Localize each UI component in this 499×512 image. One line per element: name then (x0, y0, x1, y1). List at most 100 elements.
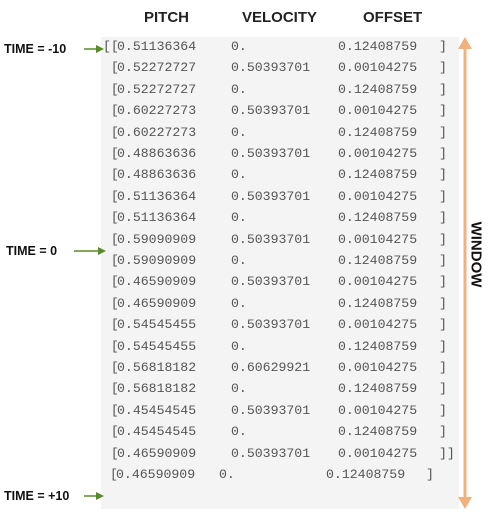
time-end-arrow (84, 492, 104, 500)
velocity-value: 0. (231, 124, 247, 140)
matrix-row: [0.59090909 0. 0.12408759] (101, 251, 459, 271)
row-bracket-close: ] (439, 317, 447, 333)
row-bracket-open: [ (103, 60, 119, 76)
velocity-value: 0. (231, 253, 247, 268)
matrix-row: [0.56818182 0.60629921 0.00104275] (101, 358, 459, 378)
matrix-row: [0.54545455 0. 0.12408759] (101, 337, 459, 357)
offset-value: 0.12408759 (338, 338, 418, 354)
matrix-row: [0.51136364 0.50393701 0.00104275] (101, 187, 459, 207)
row-bracket-close: ] (439, 210, 447, 226)
offset-value: 0.12408759 (326, 467, 406, 482)
pitch-value: 0.48863636 (117, 146, 197, 161)
offset-value: 0.12408759 (338, 167, 418, 183)
row-bracket-close: ] (439, 381, 447, 397)
pitch-value: 0.48863636 (117, 167, 197, 183)
row-bracket-open: [ (103, 445, 119, 461)
row-bracket-close: ] (439, 167, 447, 183)
time-start-arrow (84, 45, 104, 53)
time-zero-label: TIME = 0 (6, 244, 58, 258)
offset-value: 0.12408759 (338, 381, 418, 397)
velocity-value: 0.50393701 (231, 60, 311, 76)
row-bracket-open: [ (103, 338, 119, 354)
row-bracket-close: ] (439, 81, 447, 97)
row-bracket-close: ] (439, 402, 447, 418)
matrix-row: [0.51136364 0. 0.12408759] (101, 208, 459, 228)
offset-value: 0.00104275 (338, 146, 418, 161)
row-bracket-close: ]] (439, 445, 455, 461)
row-bracket-close: ] (426, 467, 434, 482)
row-bracket-open: [ (103, 253, 119, 268)
offset-value: 0.00104275 (338, 274, 418, 290)
row-bracket-open: [ (110, 467, 118, 482)
pitch-value: 0.46590909 (116, 467, 196, 482)
pitch-value: 0.54545455 (117, 338, 197, 354)
velocity-value: 0. (231, 381, 247, 397)
row-bracket-open: [ (103, 360, 119, 375)
matrix-row: [0.54545455 0.50393701 0.00104275] (101, 315, 459, 335)
velocity-value: 0. (219, 467, 235, 482)
pitch-value: 0.51136364 (117, 210, 197, 226)
matrix-row: [0.48863636 0.50393701 0.00104275] (101, 144, 459, 164)
velocity-value: 0.50393701 (231, 103, 311, 119)
offset-value: 0.00104275 (338, 317, 418, 333)
velocity-value: 0.50393701 (231, 231, 311, 247)
row-bracket-close: ] (439, 295, 447, 311)
offset-value: 0.12408759 (338, 81, 418, 97)
row-bracket-open: [ (103, 103, 119, 119)
pitch-value: 0.59090909 (117, 231, 197, 247)
window-double-arrow (458, 37, 472, 509)
row-bracket-close: ] (439, 39, 447, 54)
matrix-row: [0.60227273 0. 0.12408759] (101, 123, 459, 143)
row-bracket-open: [ (103, 381, 119, 397)
offset-value: 0.00104275 (338, 402, 418, 418)
pitch-value: 0.52272727 (117, 60, 197, 76)
offset-header: OFFSET (363, 9, 423, 26)
matrix-panel: [[0.51136364 0. 0.12408759] [0.52272727 0.5… (101, 37, 459, 509)
row-bracket-close: ] (439, 103, 447, 119)
offset-value: 0.12408759 (338, 39, 418, 54)
velocity-value: 0.50393701 (231, 146, 311, 161)
row-bracket-open: [ (103, 124, 119, 140)
pitch-value: 0.46590909 (117, 274, 197, 290)
row-bracket-open: [ (103, 402, 119, 418)
row-bracket-open: [ (103, 210, 119, 226)
pitch-value: 0.52272727 (117, 81, 197, 97)
row-bracket-close: ] (439, 253, 447, 268)
offset-value: 0.00104275 (338, 103, 418, 119)
matrix-row: [0.46590909 0. 0.12408759] (101, 465, 459, 485)
matrix-row: [[0.51136364 0. 0.12408759] (101, 37, 459, 57)
matrix-row: [0.48863636 0. 0.12408759] (101, 165, 459, 185)
offset-value: 0.12408759 (338, 210, 418, 226)
pitch-value: 0.60227273 (117, 103, 197, 119)
pitch-value: 0.45454545 (117, 424, 197, 440)
matrix-row: [0.52272727 0.50393701 0.00104275] (101, 58, 459, 78)
matrix-row: [0.46590909 0. 0.12408759] (101, 294, 459, 314)
pitch-value: 0.54545455 (117, 317, 197, 333)
matrix-row: [0.59090909 0.50393701 0.00104275] (101, 230, 459, 250)
velocity-value: 0. (231, 39, 247, 54)
offset-value: 0.12408759 (338, 295, 418, 311)
row-bracket-close: ] (439, 424, 447, 440)
row-bracket-close: ] (439, 124, 447, 140)
matrix-row: [0.46590909 0.50393701 0.00104275] (101, 272, 459, 292)
matrix-row: [0.46590909 0.50393701 0.00104275]] (101, 444, 459, 464)
pitch-value: 0.46590909 (117, 295, 197, 311)
row-bracket-close: ] (439, 188, 447, 204)
velocity-value: 0. (231, 295, 247, 311)
row-bracket-open: [ (103, 424, 119, 440)
row-bracket-open: [ (103, 81, 119, 97)
velocity-value: 0.50393701 (231, 445, 311, 461)
row-bracket-open: [[ (103, 39, 119, 54)
matrix-row: [0.60227273 0.50393701 0.00104275] (101, 101, 459, 121)
offset-value: 0.00104275 (338, 188, 418, 204)
matrix-row: [0.45454545 0.50393701 0.00104275] (101, 401, 459, 421)
time-start-label: TIME = -10 (4, 42, 67, 56)
matrix-row: [0.52272727 0. 0.12408759] (101, 80, 459, 100)
row-bracket-open: [ (103, 274, 119, 290)
velocity-value: 0.50393701 (231, 274, 311, 290)
pitch-value: 0.60227273 (117, 124, 197, 140)
velocity-value: 0.50393701 (231, 188, 311, 204)
row-bracket-open: [ (103, 295, 119, 311)
offset-value: 0.12408759 (338, 124, 418, 140)
window-label: WINDOW (467, 221, 485, 288)
